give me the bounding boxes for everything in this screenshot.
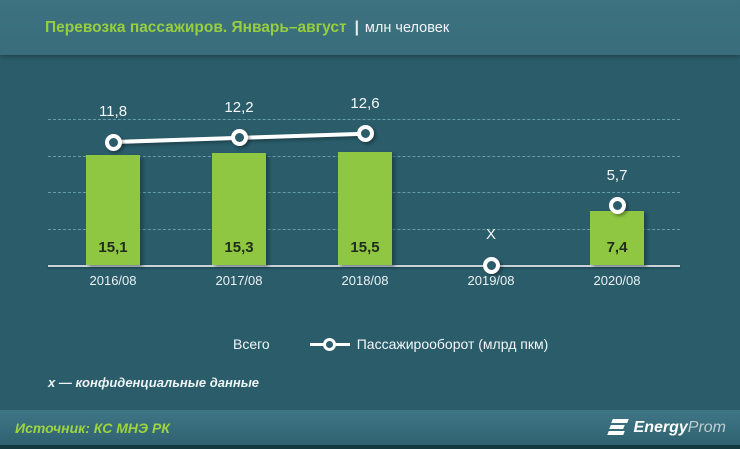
marker-value-label: 5,7 bbox=[606, 166, 628, 184]
legend: Всего Пассажирооборот (млрд пкм) bbox=[190, 334, 548, 354]
marker-value-label: 11,8 bbox=[98, 103, 128, 121]
legend-line-label: Пассажирооборот (млрд пкм) bbox=[356, 336, 549, 352]
category-label: 2019/08 bbox=[467, 273, 515, 288]
bar bbox=[338, 151, 392, 265]
bar bbox=[212, 153, 266, 265]
header-band: Перевозка пассажиров. Январь–август | млн … bbox=[0, 0, 740, 55]
gridline bbox=[48, 119, 680, 120]
bar-value-label: 15,1 bbox=[98, 239, 128, 256]
x-axis-line bbox=[48, 265, 680, 267]
legend-item-total: Всего bbox=[190, 336, 270, 352]
line-marker bbox=[356, 125, 374, 143]
line-marker bbox=[230, 129, 248, 147]
category-label: 2020/08 bbox=[593, 273, 641, 288]
logo-text: EnergyProm bbox=[634, 419, 726, 437]
energyprom-logo: EnergyProm bbox=[606, 418, 726, 438]
bar-value-label: 15,5 bbox=[350, 239, 380, 256]
logo-text-bold: Energy bbox=[633, 418, 688, 436]
bottom-strip bbox=[0, 445, 740, 449]
bar-value-label: 7,4 bbox=[606, 239, 628, 256]
bar bbox=[86, 154, 140, 265]
marker-value-label: 12,6 bbox=[350, 94, 380, 112]
category-label: 2018/08 bbox=[341, 273, 389, 288]
line-marker bbox=[608, 197, 626, 215]
legend-item-turnover: Пассажирооборот (млрд пкм) bbox=[309, 336, 549, 352]
energyprom-icon bbox=[606, 418, 629, 438]
page-title: Перевозка пассажиров. Январь–август | млн … bbox=[45, 19, 449, 37]
bar-value-label: 15,3 bbox=[224, 239, 254, 256]
category-label: 2017/08 bbox=[215, 273, 263, 288]
line-marker-icon bbox=[309, 337, 350, 351]
category-label: 2016/08 bbox=[89, 273, 137, 288]
title-separator: | bbox=[354, 18, 359, 36]
confidential-footnote: x — конфиденциальные данные bbox=[48, 375, 260, 390]
line-marker bbox=[104, 133, 122, 151]
marker-value-label: X bbox=[485, 226, 496, 243]
chart-title: Перевозка пассажиров. Январь–август bbox=[45, 18, 347, 36]
source-bar: Источник: КС МНЭ РК EnergyProm bbox=[0, 410, 740, 445]
logo-text-light: Prom bbox=[687, 418, 726, 436]
chart-units: млн человек bbox=[364, 19, 450, 36]
legend-bar-label: Всего bbox=[233, 336, 270, 352]
bar bbox=[590, 210, 644, 265]
line-marker bbox=[482, 256, 500, 274]
bar-swatch-icon bbox=[190, 340, 226, 349]
marker-value-label: 12,2 bbox=[224, 98, 254, 116]
source-text: Источник: КС МНЭ РК bbox=[15, 419, 170, 436]
